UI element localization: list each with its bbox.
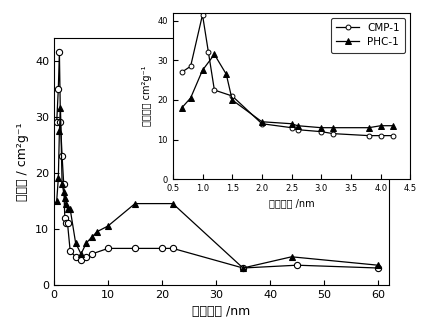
CMP-1 (319, 130, 324, 133)
PHC-1 (61, 190, 67, 194)
PHC-1 (64, 202, 69, 205)
CMP-1 (62, 216, 67, 220)
CMP-1 (61, 182, 67, 186)
PHC-1 (54, 199, 59, 203)
PHC-1 (65, 207, 70, 211)
PHC-1 (57, 129, 62, 133)
PHC-1 (73, 241, 78, 245)
CMP-1 (206, 51, 211, 54)
PHC-1 (295, 124, 300, 128)
CMP-1 (330, 132, 336, 136)
CMP-1 (259, 122, 264, 126)
PHC-1 (60, 182, 65, 186)
PHC-1 (240, 266, 245, 270)
Y-axis label: 孔面积 / cm²g⁻¹: 孔面积 / cm²g⁻¹ (16, 122, 29, 201)
Line: CMP-1: CMP-1 (54, 49, 381, 271)
X-axis label: 平均孔径 /nm: 平均孔径 /nm (269, 199, 314, 209)
CMP-1 (366, 134, 372, 138)
CMP-1 (295, 263, 300, 267)
CMP-1 (230, 94, 235, 98)
PHC-1 (289, 122, 294, 126)
CMP-1 (84, 255, 89, 259)
Line: PHC-1: PHC-1 (53, 105, 381, 271)
CMP-1 (57, 51, 62, 54)
PHC-1 (56, 177, 61, 180)
CMP-1 (295, 128, 300, 132)
PHC-1 (89, 235, 95, 239)
PHC-1 (84, 241, 89, 245)
PHC-1 (62, 196, 67, 200)
PHC-1 (289, 255, 294, 259)
PHC-1 (230, 98, 235, 102)
CMP-1 (390, 134, 395, 138)
PHC-1 (79, 252, 84, 256)
CMP-1 (79, 258, 84, 261)
CMP-1 (159, 246, 165, 250)
PHC-1 (67, 207, 73, 211)
CMP-1 (56, 87, 61, 91)
PHC-1 (224, 72, 229, 76)
CMP-1 (240, 266, 245, 270)
PHC-1 (95, 230, 100, 234)
PHC-1 (179, 106, 184, 110)
CMP-1 (378, 134, 383, 138)
CMP-1 (179, 70, 184, 74)
CMP-1 (73, 255, 78, 259)
Legend: CMP-1, PHC-1: CMP-1, PHC-1 (331, 18, 405, 52)
CMP-1 (64, 221, 69, 225)
CMP-1 (67, 249, 73, 253)
PHC-1 (200, 68, 205, 72)
PHC-1 (330, 126, 336, 130)
CMP-1 (58, 120, 63, 124)
PHC-1 (319, 126, 324, 130)
PHC-1 (188, 96, 193, 100)
CMP-1 (105, 246, 111, 250)
CMP-1 (375, 266, 381, 270)
CMP-1 (200, 13, 205, 17)
CMP-1 (170, 246, 175, 250)
PHC-1 (259, 120, 264, 124)
PHC-1 (58, 107, 63, 110)
Line: PHC-1: PHC-1 (179, 52, 395, 131)
PHC-1 (132, 202, 137, 205)
Line: CMP-1: CMP-1 (179, 12, 395, 138)
CMP-1 (132, 246, 137, 250)
PHC-1 (375, 263, 381, 267)
X-axis label: 平均孔径 /nm: 平均孔径 /nm (192, 305, 251, 318)
PHC-1 (390, 124, 395, 128)
CMP-1 (65, 221, 70, 225)
CMP-1 (212, 88, 217, 92)
CMP-1 (289, 126, 294, 130)
PHC-1 (105, 224, 111, 228)
CMP-1 (60, 154, 65, 158)
PHC-1 (212, 52, 217, 56)
PHC-1 (170, 202, 175, 205)
PHC-1 (378, 124, 383, 128)
Y-axis label: 孔面积／ cm²g⁻¹: 孔面积／ cm²g⁻¹ (142, 66, 152, 126)
CMP-1 (54, 120, 59, 124)
CMP-1 (188, 64, 193, 68)
PHC-1 (366, 126, 372, 130)
CMP-1 (89, 252, 95, 256)
